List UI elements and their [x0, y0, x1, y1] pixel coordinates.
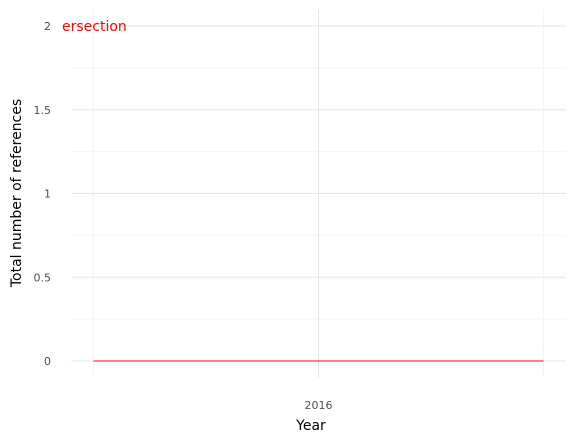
- y-tick-label: 0: [44, 355, 51, 368]
- x-tick-label: 2016: [305, 399, 333, 412]
- y-tick-label: 0.5: [34, 271, 52, 284]
- y-tick-label: 1.5: [34, 104, 52, 117]
- major-gridlines: [71, 10, 566, 378]
- y-tick-label: 2: [44, 20, 51, 33]
- y-axis-title: Total number of references: [9, 99, 25, 288]
- x-tick-labels: 2016: [305, 399, 333, 412]
- y-tick-label: 1: [44, 188, 51, 201]
- x-axis-title: Year: [295, 418, 326, 434]
- chart-annotation: ersection: [62, 19, 127, 35]
- y-tick-labels: 0 0.5 1 1.5 2: [34, 20, 52, 368]
